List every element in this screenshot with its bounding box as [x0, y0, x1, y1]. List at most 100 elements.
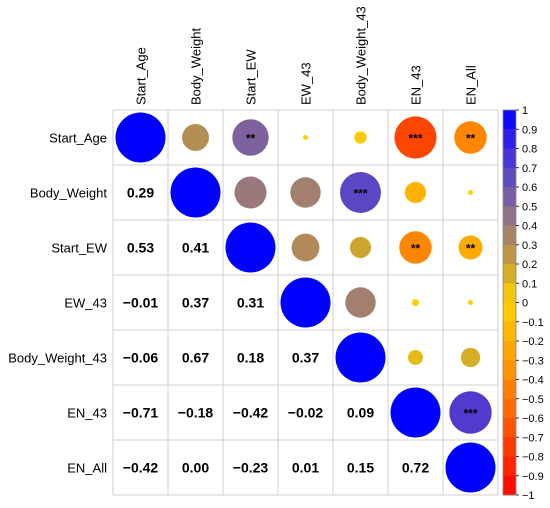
significance-stars: *** [463, 407, 477, 421]
corr-circle [349, 236, 372, 259]
corr-circle [445, 442, 496, 493]
row-label: EW_43 [64, 296, 107, 311]
corr-circle [408, 350, 423, 365]
colorbar-tick-label: −0.9 [522, 471, 544, 483]
column-label: Body_Weight [189, 28, 204, 105]
corr-value: 0.15 [347, 460, 374, 476]
corr-value: 0.72 [402, 460, 429, 476]
corr-value: 0.37 [292, 350, 319, 366]
colorbar-segment [503, 456, 516, 477]
colorbar-segment [503, 418, 516, 438]
correlation-cells: ** *** **0.29 ***0.53 0.41 ** **−0.01 0.37 0.31−… [115, 112, 496, 493]
corr-value: 0.31 [237, 295, 264, 311]
corr-value: 0.41 [182, 240, 209, 256]
corr-value: −0.01 [123, 295, 159, 311]
corr-value: −0.02 [288, 405, 324, 421]
corr-circle [290, 177, 321, 208]
colorbar-segment [503, 129, 516, 149]
corr-value: 0.37 [182, 295, 209, 311]
colorbar-tick-label: 1 [522, 105, 528, 117]
row-label: Start_Age [49, 131, 107, 146]
row-label: Body_Weight [30, 186, 107, 201]
column-label: Start_EW [244, 49, 259, 105]
colorbar-tick-label: 0 [522, 298, 528, 310]
row-label: Body_Weight_43 [8, 351, 107, 366]
corr-value: 0.29 [127, 185, 154, 201]
corr-value: −0.18 [178, 405, 214, 421]
corr-value: 0.53 [127, 240, 154, 256]
colorbar-tick-label: −0.3 [522, 355, 544, 367]
colorbar-tick-label: −0.4 [522, 375, 544, 387]
corr-value: −0.23 [233, 460, 269, 476]
corr-value: −0.42 [123, 460, 159, 476]
corr-circle [460, 347, 481, 368]
colorbar-segment [503, 167, 516, 188]
corr-circle [232, 119, 269, 156]
corr-circle [280, 277, 331, 328]
colorbar-segment [503, 360, 516, 380]
corr-circle [411, 298, 420, 307]
colorbar-tick-label: 0.7 [522, 163, 537, 175]
corr-circle [345, 287, 376, 318]
colorbar-tick-label: −0.5 [522, 394, 544, 406]
colorbar-tick-label: −0.7 [522, 432, 544, 444]
row-label: EN_All [67, 461, 107, 476]
column-label: Body_Weight_43 [354, 6, 369, 105]
row-label: Start_EW [51, 241, 107, 256]
corr-circle [399, 231, 432, 264]
corr-value: −0.42 [233, 405, 269, 421]
corr-value: −0.71 [123, 405, 159, 421]
significance-stars: *** [408, 132, 422, 146]
column-label: Start_Age [134, 47, 149, 105]
colorbar-segment [503, 244, 516, 265]
colorbar-segment [503, 264, 516, 284]
correlation-grid [112, 109, 499, 496]
significance-stars: ** [246, 132, 256, 146]
colorbar-segment [503, 110, 516, 130]
colorbar-segment [503, 398, 516, 419]
colorbar-tick-label: −1 [522, 490, 535, 502]
corr-circle [404, 181, 427, 204]
corr-circle [234, 176, 267, 209]
colorbar-tick-label: 0.4 [522, 221, 537, 233]
corr-circle [468, 300, 473, 305]
significance-stars: ** [411, 242, 421, 256]
significance-stars: ** [466, 242, 476, 256]
corr-value: 0.09 [347, 405, 374, 421]
colorbar-segment [503, 321, 516, 342]
colorbar-tick-label: −0.1 [522, 317, 544, 329]
colorbar: 1 0.9 0.8 0.7 0.6 0.5 0.4 0.3 0.2 0.1 0 −0.1 −0.2 −0.… [502, 105, 544, 502]
corr-circle [182, 124, 209, 151]
colorbar-tick-label: 0.1 [522, 278, 537, 290]
corr-circle [390, 387, 441, 438]
corr-circle [449, 391, 492, 434]
colorbar-segment [503, 475, 516, 496]
colorbar-segment [503, 283, 516, 303]
corr-circle [468, 190, 473, 195]
corr-circle [454, 121, 487, 154]
colorbar-tick-label: −0.2 [522, 336, 544, 348]
colorbar-tick-label: 0.5 [522, 201, 537, 213]
colorbar-tick-label: 0.2 [522, 259, 537, 271]
significance-stars: ** [466, 132, 476, 146]
colorbar-tick-label: 0.6 [522, 182, 537, 194]
corr-circle [458, 235, 483, 260]
colorbar-segment [503, 302, 516, 323]
colorbar-segment [503, 206, 516, 226]
corr-value: 0.67 [182, 350, 209, 366]
colorbar-segment [503, 341, 516, 361]
corr-value: −0.06 [123, 350, 159, 366]
colorbar-tick-label: 0.8 [522, 144, 537, 156]
colorbar-segment [503, 187, 516, 207]
corr-value: 0.18 [237, 350, 264, 366]
corr-circle [170, 167, 221, 218]
colorbar-tick-label: 0.3 [522, 240, 537, 252]
corr-value: 0.01 [292, 460, 319, 476]
colorbar-segment [503, 148, 516, 169]
colorbar-tick-label: 0.9 [522, 124, 537, 136]
corr-circle [225, 222, 276, 273]
corr-circle [394, 116, 437, 159]
corr-circle [291, 233, 320, 262]
corr-circle [335, 332, 386, 383]
column-label: EN_43 [409, 65, 424, 105]
